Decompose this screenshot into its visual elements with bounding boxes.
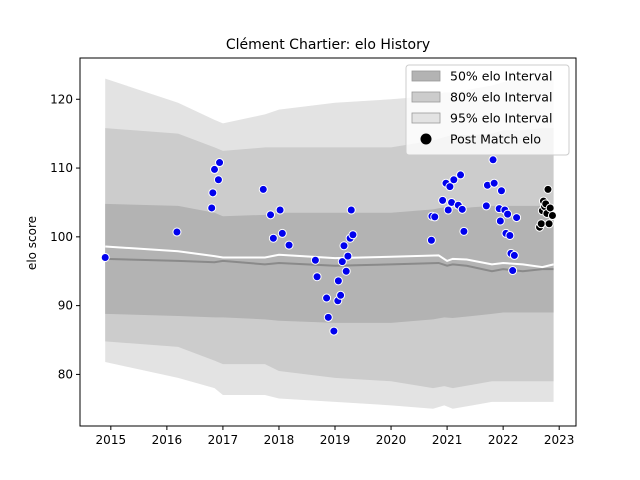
match-point [208, 188, 218, 198]
legend-swatch [420, 133, 432, 145]
legend-label: 80% elo Interval [450, 90, 552, 105]
post-match-point [536, 219, 546, 229]
match-point [503, 209, 513, 219]
match-point [215, 158, 225, 168]
match-point [343, 251, 353, 261]
x-axis: 2015 2016 2017 2018 2019 2020 2021 2022 2023 [96, 426, 575, 447]
x-tick-label: 2015 [96, 433, 127, 447]
match-point [508, 266, 518, 276]
match-point [312, 272, 322, 282]
legend-swatch [411, 70, 441, 82]
y-tick-label: 90 [58, 299, 73, 313]
x-tick-label: 2018 [264, 433, 295, 447]
match-point [509, 250, 519, 260]
legend-label: 50% elo Interval [450, 69, 552, 84]
match-point [172, 227, 182, 237]
match-point [495, 216, 505, 226]
match-point [210, 164, 220, 174]
match-point [213, 175, 223, 185]
match-point [284, 240, 294, 250]
match-point [489, 178, 499, 188]
match-point [268, 233, 278, 243]
x-tick-label: 2023 [544, 433, 575, 447]
match-point [310, 255, 320, 265]
match-point [336, 290, 346, 300]
match-point [459, 226, 469, 236]
match-point [341, 266, 351, 276]
legend-box [405, 64, 570, 156]
y-tick-label: 110 [50, 161, 73, 175]
match-point [481, 201, 491, 211]
data-points [100, 155, 557, 336]
match-point [505, 230, 515, 240]
x-tick-label: 2020 [376, 433, 407, 447]
x-tick-label: 2022 [488, 433, 519, 447]
match-point [322, 293, 332, 303]
match-point [457, 204, 467, 214]
match-point [258, 184, 268, 194]
legend-label: 95% elo Interval [450, 111, 552, 126]
post-match-point [544, 219, 554, 229]
band-50-interval [105, 203, 554, 323]
match-point [266, 210, 276, 220]
y-axis: 80 90 100 110 120 [50, 92, 80, 381]
match-point [275, 205, 285, 215]
match-point [426, 235, 436, 245]
match-point [323, 312, 333, 322]
match-point [333, 276, 343, 286]
match-point [277, 228, 287, 238]
match-point [100, 252, 110, 262]
match-point [445, 182, 455, 192]
plot-frame [79, 57, 577, 427]
match-point [438, 195, 448, 205]
match-point [456, 170, 466, 180]
post-match-point [545, 203, 555, 213]
match-point [488, 155, 498, 165]
x-tick-label: 2019 [320, 433, 351, 447]
match-point [348, 230, 358, 240]
match-point [207, 203, 217, 213]
match-point [496, 186, 506, 196]
post-match-point [547, 211, 557, 221]
x-tick-label: 2017 [208, 433, 239, 447]
plot-area [100, 78, 557, 409]
match-point [443, 205, 453, 215]
y-tick-label: 100 [50, 230, 73, 244]
legend: 50% elo Interval 80% elo Interval 95% elo … [405, 64, 570, 156]
y-axis-label: elo score [25, 216, 39, 270]
median-elo-line [105, 245, 554, 269]
match-point [449, 175, 459, 185]
match-point [337, 257, 347, 267]
x-tick-label: 2021 [432, 433, 463, 447]
y-tick-label: 80 [58, 367, 73, 381]
post-match-point [543, 184, 553, 194]
legend-label: Post Match elo [450, 132, 541, 147]
match-point [329, 326, 339, 336]
match-point [430, 212, 440, 222]
y-tick-label: 120 [50, 92, 73, 106]
chart-title: Clément Chartier: elo History [226, 37, 430, 53]
match-point [512, 213, 522, 223]
legend-swatch [411, 112, 441, 124]
match-point [346, 205, 356, 215]
legend-swatch [411, 91, 441, 103]
match-point [339, 241, 349, 251]
x-tick-label: 2016 [152, 433, 183, 447]
